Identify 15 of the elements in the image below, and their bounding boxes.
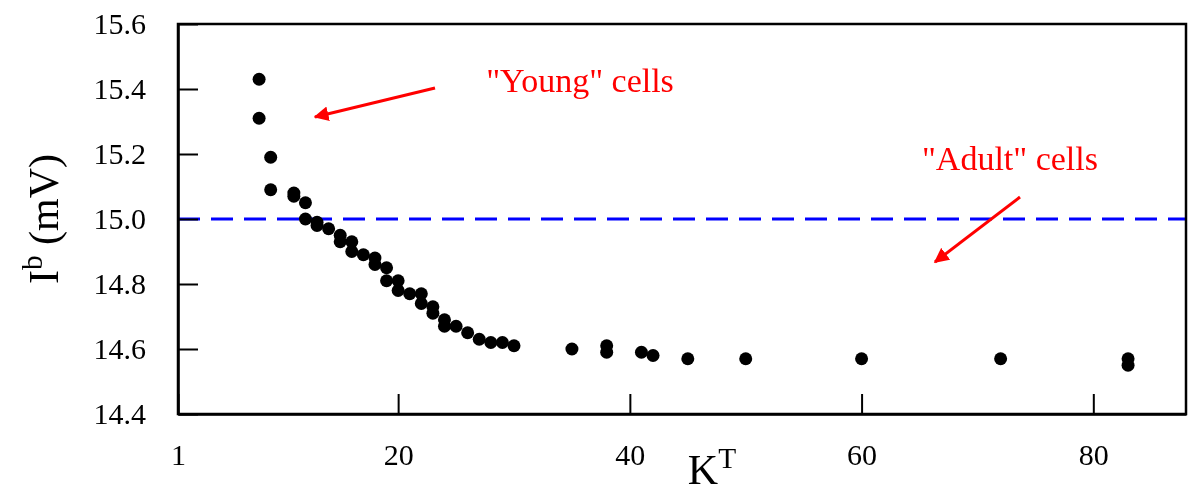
y-tick-label: 15.4 <box>93 72 146 106</box>
annotation: "Young" cells <box>486 62 674 99</box>
annotation: "Adult" cells <box>921 140 1099 177</box>
y-tick-label: 15.0 <box>93 202 146 236</box>
y-tick-label: 14.6 <box>93 332 146 366</box>
x-tick-label: 40 <box>615 438 646 472</box>
y-tick-label: 15.2 <box>93 137 146 171</box>
y-tick-label: 14.4 <box>93 397 146 431</box>
x-tick-label: 60 <box>847 438 878 472</box>
x-tick-label: 80 <box>1078 438 1109 472</box>
x-tick-label: 20 <box>383 438 414 472</box>
x-axis-title: K$^{T}$ <box>687 442 737 490</box>
x-tick-label: 1 <box>171 438 186 472</box>
y-tick-label: 15.6 <box>93 7 146 41</box>
y-tick-label: 14.8 <box>93 267 146 301</box>
